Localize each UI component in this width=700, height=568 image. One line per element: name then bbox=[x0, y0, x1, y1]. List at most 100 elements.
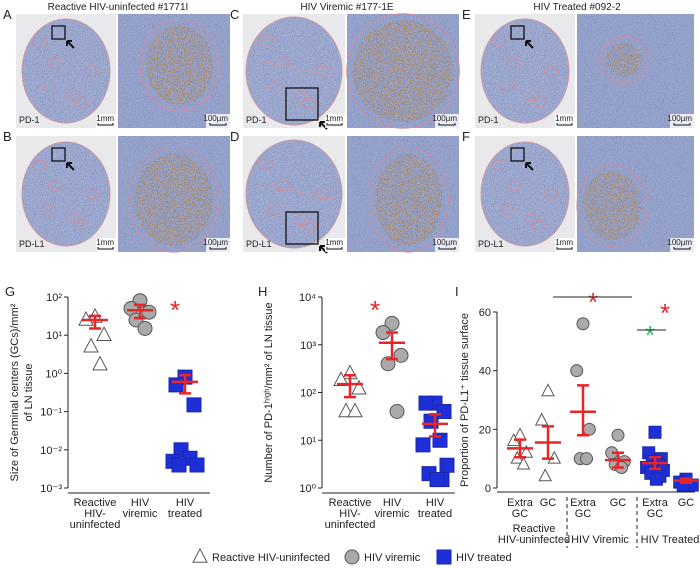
legend-label: HIV viremic bbox=[364, 552, 421, 564]
follicle bbox=[544, 188, 559, 200]
zoom-box bbox=[510, 25, 525, 40]
gc-outline bbox=[128, 146, 220, 253]
point bbox=[189, 457, 205, 473]
stain-region bbox=[352, 19, 454, 123]
scale-bar bbox=[97, 123, 114, 126]
error-bar bbox=[344, 373, 356, 399]
column-title: HIV Viremic #177-1E bbox=[300, 2, 394, 13]
legend-marker bbox=[436, 549, 452, 565]
zoom-image bbox=[118, 136, 230, 253]
significance-star: * bbox=[588, 287, 598, 317]
y-axis-label: of LN tissue bbox=[23, 363, 35, 421]
x-tick-label: viremic bbox=[123, 508, 158, 520]
panel-letter: C bbox=[230, 7, 239, 22]
follicle bbox=[41, 81, 57, 92]
y-tick-label: 10² bbox=[46, 292, 62, 304]
follicle bbox=[525, 90, 540, 102]
arrow bbox=[66, 40, 75, 49]
x-tick-label: HIV- bbox=[84, 508, 106, 520]
follicle bbox=[274, 180, 290, 192]
panel-letter: F bbox=[462, 129, 470, 144]
x-tick-label: GC bbox=[540, 497, 557, 509]
x-tick-label: Extra bbox=[507, 497, 534, 509]
x-tick-label: HIV- bbox=[339, 508, 361, 520]
scale-label: 100µm bbox=[432, 114, 457, 123]
zoom-image bbox=[577, 14, 694, 128]
stain-region bbox=[146, 25, 214, 106]
follicle bbox=[491, 159, 507, 171]
panel-letter: E bbox=[462, 7, 471, 22]
x-tick-label: Reactive bbox=[74, 497, 117, 509]
stain-label: PD-L1 bbox=[246, 239, 272, 249]
x-tick-label: HIV bbox=[131, 497, 150, 509]
point bbox=[389, 404, 405, 420]
scale-label: 100µm bbox=[432, 238, 457, 247]
point bbox=[171, 457, 187, 473]
follicle bbox=[47, 180, 63, 192]
overview-image bbox=[243, 14, 345, 130]
scale-label: 1mm bbox=[325, 114, 343, 123]
arrow bbox=[525, 162, 534, 171]
point bbox=[351, 379, 367, 395]
point bbox=[384, 315, 400, 331]
zoom-image bbox=[347, 136, 459, 253]
zoom-image bbox=[576, 136, 694, 252]
group-label: Reactive bbox=[513, 523, 556, 535]
stain-label: PD-1 bbox=[478, 115, 499, 125]
point bbox=[439, 457, 455, 473]
y-tick-label: 40 bbox=[479, 366, 491, 378]
y-tick-label: 10⁻³ bbox=[40, 483, 62, 495]
x-tick-label: uninfected bbox=[70, 519, 121, 531]
x-tick-label: treated bbox=[418, 508, 452, 520]
x-tick-label: GC bbox=[512, 508, 529, 520]
scale-label: 100µm bbox=[667, 114, 692, 123]
stain-region bbox=[606, 42, 642, 77]
follicle bbox=[66, 90, 81, 102]
error-bar bbox=[179, 373, 191, 395]
x-tick-label: Extra bbox=[570, 497, 597, 509]
stain-label: PD-L1 bbox=[19, 239, 45, 249]
follicle bbox=[47, 57, 63, 69]
overview-image bbox=[16, 136, 116, 252]
y-tick-label: 60 bbox=[479, 307, 491, 319]
zoom-box bbox=[510, 147, 525, 162]
y-tick-label: 0 bbox=[485, 483, 491, 495]
scale-bar bbox=[556, 123, 573, 126]
point bbox=[648, 425, 662, 439]
point bbox=[333, 371, 349, 387]
error-bar bbox=[89, 314, 101, 330]
scale-bar bbox=[326, 123, 343, 126]
tissue-texture bbox=[22, 142, 110, 246]
tissue-texture bbox=[22, 19, 110, 123]
zoom-box bbox=[285, 211, 319, 245]
legend-marker bbox=[192, 547, 208, 563]
zoom-image bbox=[346, 13, 460, 129]
significance-star: * bbox=[660, 298, 670, 328]
x-tick-label: Reactive bbox=[329, 497, 372, 509]
follicle bbox=[258, 158, 273, 170]
point bbox=[534, 412, 549, 426]
y-axis-label: Number of PD-1ʰⁱᵍʰ/mm² of LN tissue bbox=[263, 302, 275, 482]
stain-label: PD-L1 bbox=[478, 239, 504, 249]
point bbox=[576, 317, 590, 331]
tissue-texture bbox=[481, 142, 569, 246]
panel-letter: H bbox=[258, 284, 267, 299]
stain-label: PD-1 bbox=[19, 115, 40, 125]
zoom-box bbox=[285, 87, 319, 121]
scale-label: 100µm bbox=[203, 114, 228, 123]
point bbox=[137, 320, 153, 336]
x-tick-label: treated bbox=[168, 508, 202, 520]
x-tick-label: uninfected bbox=[325, 519, 376, 531]
y-tick-label: 10⁰ bbox=[299, 483, 316, 495]
follicle bbox=[506, 180, 522, 192]
y-tick-label: 10³ bbox=[300, 340, 316, 352]
follicle bbox=[525, 213, 540, 225]
scale-bar bbox=[209, 123, 227, 126]
y-tick-label: 10¹ bbox=[300, 435, 316, 447]
tissue-texture bbox=[246, 17, 342, 125]
follicle bbox=[491, 36, 507, 48]
arrow bbox=[525, 40, 534, 49]
lobe-line bbox=[258, 183, 335, 200]
legend-label: Reactive HIV-uninfected bbox=[212, 552, 330, 564]
